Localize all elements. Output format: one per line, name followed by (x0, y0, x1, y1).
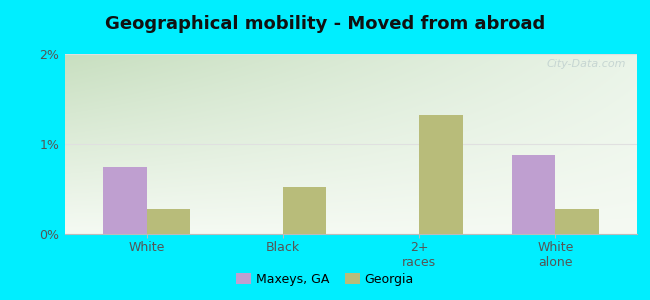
Bar (103, 167, 147, 234)
Bar (147, 209, 190, 234)
Text: City-Data.com: City-Data.com (546, 59, 625, 69)
Bar (283, 187, 326, 234)
Bar (419, 115, 463, 234)
Bar (512, 155, 555, 234)
Bar (555, 209, 599, 234)
Legend: Maxeys, GA, Georgia: Maxeys, GA, Georgia (231, 268, 419, 291)
Text: Geographical mobility - Moved from abroad: Geographical mobility - Moved from abroa… (105, 15, 545, 33)
